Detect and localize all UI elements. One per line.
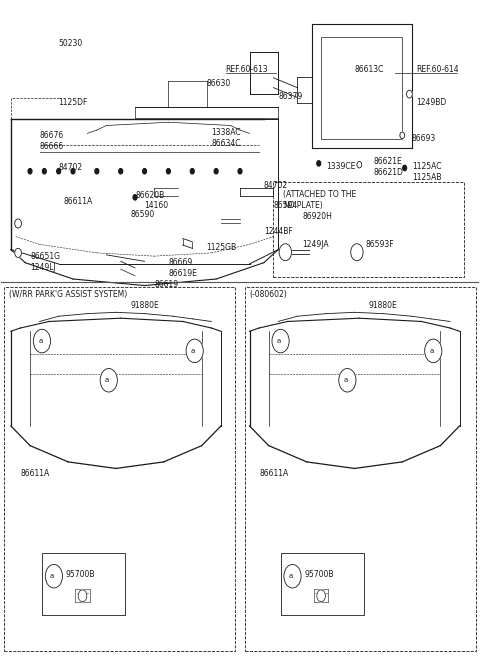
Circle shape [34,329,50,353]
Circle shape [279,244,291,260]
Text: 1125GB: 1125GB [206,243,237,252]
Text: a: a [191,348,195,354]
Text: 86379: 86379 [278,92,302,100]
Text: 86613C: 86613C [355,66,384,75]
Bar [281,554,364,615]
Circle shape [100,369,117,392]
Circle shape [95,169,99,174]
Text: 86693: 86693 [412,134,436,143]
Circle shape [167,169,170,174]
Text: REF.60-614: REF.60-614 [417,66,459,75]
Bar [4,287,235,651]
Text: a: a [50,573,54,579]
Text: a: a [105,377,109,383]
Text: a: a [288,573,293,579]
Text: a: a [38,338,42,344]
Circle shape [143,169,146,174]
Circle shape [57,169,60,174]
Circle shape [119,169,122,174]
Text: 86593F: 86593F [365,240,394,249]
Circle shape [339,369,356,392]
Circle shape [28,169,32,174]
Bar [42,554,125,615]
Text: 86620B: 86620B [135,191,164,200]
Circle shape [15,219,22,228]
Circle shape [238,169,242,174]
Text: 14160: 14160 [144,201,168,210]
Text: 86920H: 86920H [302,213,332,222]
Text: 86611A: 86611A [21,468,50,478]
Circle shape [425,339,442,363]
Text: (W/RR PARK'G ASSIST SYSTEM): (W/RR PARK'G ASSIST SYSTEM) [9,289,127,298]
Text: 1249JA: 1249JA [302,240,329,249]
Bar [321,37,402,138]
Bar [274,182,464,277]
Circle shape [400,132,405,138]
Text: 86676: 86676 [39,131,64,140]
Circle shape [15,249,22,257]
Text: 86669: 86669 [168,258,192,266]
Text: 86630: 86630 [206,79,231,87]
Text: 86634C: 86634C [211,138,241,148]
Text: 84702: 84702 [59,163,83,173]
Text: 50230: 50230 [59,39,83,49]
Circle shape [317,590,325,602]
Circle shape [42,169,46,174]
Circle shape [214,169,218,174]
Text: 86590: 86590 [130,211,155,220]
Circle shape [186,339,203,363]
Text: 1125AB: 1125AB [412,173,441,182]
Text: 95700B: 95700B [66,570,96,579]
Text: 1339CE: 1339CE [326,161,355,171]
Text: (ATTACHED TO THE: (ATTACHED TO THE [283,190,356,199]
Text: a: a [430,348,434,354]
Circle shape [45,564,62,588]
Circle shape [284,564,301,588]
Circle shape [191,169,194,174]
Circle shape [78,590,87,602]
Circle shape [407,91,412,98]
Text: 86621E: 86621E [373,157,402,166]
Circle shape [272,329,289,353]
Circle shape [403,165,407,171]
Text: 91880E: 91880E [130,300,159,310]
Text: 1249BD: 1249BD [417,98,447,107]
Text: 91880E: 91880E [369,300,397,310]
Text: a: a [277,338,281,344]
Text: 86651G: 86651G [30,252,60,260]
Text: 86619: 86619 [154,279,178,289]
Text: NO.PLATE): NO.PLATE) [283,201,323,210]
Text: 86611A: 86611A [63,197,93,207]
Text: 1125AC: 1125AC [412,161,441,171]
Text: 86594: 86594 [274,201,298,210]
Bar [245,287,476,651]
Text: 86666: 86666 [39,142,64,151]
Text: 95700B: 95700B [304,570,334,579]
Text: 1338AC: 1338AC [211,127,241,136]
Circle shape [317,161,321,166]
Text: REF.60-613: REF.60-613 [226,66,268,75]
Circle shape [357,161,362,168]
Circle shape [351,244,363,260]
Text: 84702: 84702 [264,181,288,190]
Text: 86611A: 86611A [259,468,288,478]
Text: (-080602): (-080602) [250,289,288,298]
Circle shape [71,169,75,174]
Text: 86621D: 86621D [373,168,404,177]
Circle shape [133,195,137,200]
Text: a: a [344,377,348,383]
Text: 1125DF: 1125DF [59,98,88,107]
Text: 1244BF: 1244BF [264,227,293,236]
Text: 1249LJ: 1249LJ [30,263,56,272]
Text: 86619E: 86619E [168,268,197,277]
